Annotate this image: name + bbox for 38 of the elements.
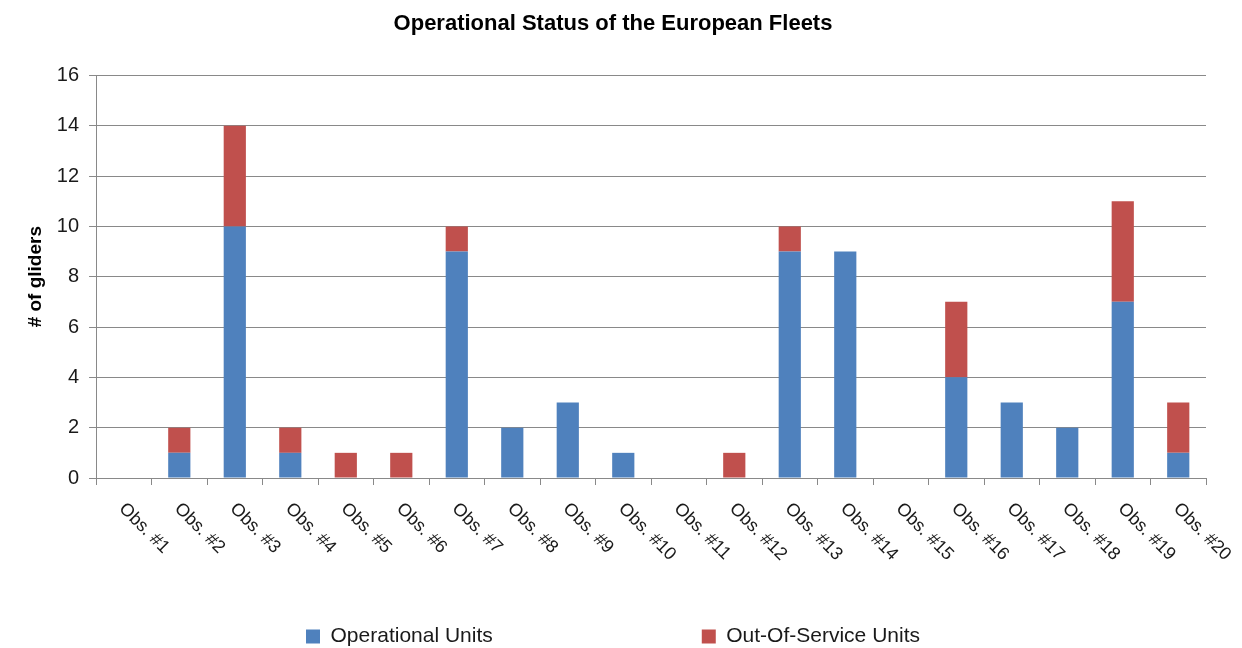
bar xyxy=(723,452,746,478)
bar xyxy=(778,251,801,478)
bar xyxy=(279,452,302,478)
bar xyxy=(501,427,524,478)
bar xyxy=(612,452,635,478)
bar xyxy=(556,402,579,478)
bar xyxy=(1056,427,1079,478)
bar xyxy=(223,226,246,478)
bar xyxy=(168,427,191,453)
y-tick-label: 12 xyxy=(56,163,80,186)
bar xyxy=(1111,201,1134,302)
y-tick-label: 14 xyxy=(56,113,80,136)
bar xyxy=(1111,301,1134,478)
bar xyxy=(168,452,191,478)
bar xyxy=(778,226,801,252)
y-tick-label: 16 xyxy=(56,62,80,85)
y-tick-label: 4 xyxy=(67,364,80,387)
bar xyxy=(390,452,413,478)
y-axis-title: # of gliders xyxy=(23,226,45,328)
bar xyxy=(1000,402,1023,478)
bar xyxy=(445,251,468,478)
bar xyxy=(1167,452,1190,478)
legend-label: Out-Of-Service Units xyxy=(726,623,920,647)
bar xyxy=(1167,402,1190,453)
bar xyxy=(834,251,857,478)
bar xyxy=(334,452,357,478)
y-tick-label: 8 xyxy=(67,264,80,287)
bar xyxy=(279,427,302,453)
bar xyxy=(223,125,246,227)
y-tick-label: 6 xyxy=(67,314,80,337)
bar xyxy=(945,377,968,478)
bar xyxy=(445,226,468,252)
chart-title: Operational Status of the European Fleets xyxy=(393,10,833,36)
y-tick-label: 10 xyxy=(56,213,80,236)
y-tick-label: 0 xyxy=(67,465,80,488)
y-tick-label: 2 xyxy=(67,415,80,438)
legend-label: Operational Units xyxy=(330,623,493,647)
bar xyxy=(945,301,968,378)
